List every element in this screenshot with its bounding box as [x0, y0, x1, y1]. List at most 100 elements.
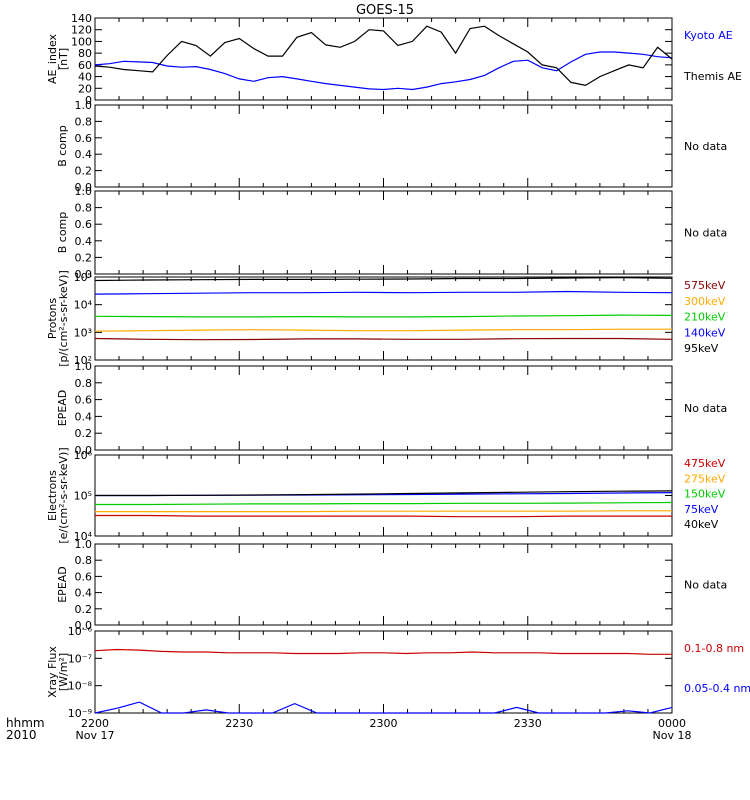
x-tick-label: 2230	[225, 717, 253, 730]
y-tick-label: 10³	[74, 326, 92, 339]
series-line	[94, 276, 673, 282]
y-tick-label: 40	[78, 71, 92, 84]
y-tick-label: 0.2	[75, 165, 93, 178]
x-tick-label: 2200	[81, 717, 109, 730]
y-tick-label: 80	[78, 47, 92, 60]
y-tick-label: 140	[71, 12, 92, 25]
y-tick-label: 0.2	[75, 603, 93, 616]
y-tick-label: 0.8	[75, 554, 93, 567]
panel-4: 10² 10³ 10⁴ 10⁵ Protons[p/(cm²-s-sr-keV)] 575…	[46, 270, 726, 367]
legend-entry: 0.1-0.8 nm	[684, 642, 744, 655]
y-tick-label: 0.4	[75, 235, 93, 248]
y-axis-label: [p/(cm²-s-sr-keV)]	[57, 270, 70, 367]
x-tick-label: 2330	[514, 717, 542, 730]
panel-frame	[94, 104, 673, 188]
legend-entry: 475keV	[684, 457, 726, 470]
y-axis-label: Xray Flux	[46, 646, 59, 698]
y-axis-label: AE_index	[46, 33, 59, 84]
y-tick-label: 10⁶	[74, 449, 93, 462]
y-tick-label: 0.8	[75, 202, 93, 215]
y-axis-label: B comp	[56, 212, 69, 254]
y-tick-label: 0.8	[75, 377, 93, 390]
legend-entry: 140keV	[684, 326, 726, 339]
y-tick-label: 10⁻⁷	[68, 652, 92, 665]
y-tick-label: 1.0	[75, 185, 93, 198]
x-date-label: Nov 18	[653, 729, 692, 742]
series-line	[95, 501, 673, 506]
series-line	[94, 51, 673, 91]
series-line	[94, 328, 672, 332]
y-tick-label: 10⁵	[74, 490, 92, 503]
y-tick-label: 20	[78, 82, 92, 95]
legend-entry: 575keV	[684, 279, 726, 292]
y-tick-label: 0.6	[75, 394, 93, 407]
y-tick-label: 0.2	[75, 427, 93, 440]
y-tick-label: 1.0	[75, 360, 93, 373]
series-line	[94, 314, 673, 318]
y-tick-label: 1.0	[75, 538, 93, 551]
y-tick-label: 0.6	[75, 132, 93, 145]
y-tick-label: 0.0	[75, 268, 93, 281]
y-tick-label: 0.8	[75, 115, 93, 128]
y-tick-label: 10⁻⁶	[68, 625, 93, 638]
no-data-label: No data	[684, 227, 727, 240]
legend-entry: 40keV	[684, 518, 719, 531]
no-data-label: No data	[684, 402, 727, 415]
series-line	[95, 490, 673, 497]
legend-entry: 95keV	[684, 342, 719, 355]
x-tick-label: 2300	[370, 717, 398, 730]
panel-frame	[94, 190, 673, 275]
y-axis-label: EPEAD	[56, 566, 69, 603]
panel-6: 10⁴ 10⁵ 10⁶ Electrons[e/(cm²-s-sr-keV)] 475k…	[46, 447, 726, 543]
x-date-label: Nov 17	[76, 729, 115, 742]
legend-entry: Kyoto AE	[684, 29, 733, 42]
panel-frame	[94, 365, 673, 451]
legend-entry: 210keV	[684, 311, 726, 324]
panel-frame	[94, 630, 673, 714]
y-axis-label: [nT]	[57, 48, 70, 70]
y-tick-label: 0.4	[75, 148, 93, 161]
series-line	[94, 648, 672, 655]
legend-entry: 275keV	[684, 472, 726, 485]
y-tick-label: 0.4	[75, 410, 93, 423]
legend-entry: Themis AE	[683, 70, 742, 83]
y-tick-label: 100	[71, 35, 92, 48]
legend-entry: 0.05-0.4 nm	[684, 682, 750, 695]
y-tick-label: 0.0	[75, 444, 93, 457]
panel-7: 0.0 0.2 0.4 0.6 0.8 1.0 EPEAD No data	[56, 538, 727, 632]
chart-title: GOES-15	[356, 3, 414, 18]
series-line	[94, 25, 673, 87]
no-data-label: No data	[684, 579, 727, 592]
y-tick-label: 0.2	[75, 251, 93, 264]
y-tick-label: 0.6	[75, 570, 93, 583]
y-tick-label: 0.4	[75, 587, 93, 600]
y-axis-label: [W/m²]	[57, 653, 70, 691]
y-tick-label: 10⁴	[74, 299, 93, 312]
y-axis-label: [e/(cm²-s-sr-keV)]	[57, 447, 70, 543]
y-axis-label: B comp	[56, 125, 69, 167]
y-tick-label: 10⁻⁹	[68, 707, 92, 720]
y-tick-label: 0.0	[75, 181, 93, 194]
y-tick-label: 60	[78, 59, 92, 72]
y-tick-label: 10⁴	[74, 530, 93, 543]
panel-frame	[94, 276, 673, 361]
legend-entry: 300keV	[684, 295, 726, 308]
y-axis-label: Protons	[46, 298, 59, 339]
legend-entry: 75keV	[684, 503, 719, 516]
panel-frame	[94, 543, 673, 626]
y-tick-label: 10²	[74, 354, 92, 367]
series-line	[94, 290, 673, 295]
y-tick-label: 10⁵	[74, 271, 92, 284]
y-tick-label: 0	[85, 94, 92, 107]
y-tick-label: 120	[71, 24, 92, 37]
panel-5: 0.0 0.2 0.4 0.6 0.8 1.0 EPEAD No data	[56, 360, 727, 457]
x-axis-label-year: 2010	[6, 728, 37, 742]
series-line	[95, 510, 672, 513]
y-tick-label: 0.0	[75, 619, 93, 632]
y-tick-label: 10⁻⁸	[68, 680, 93, 693]
x-tick-label: 0000	[658, 717, 686, 730]
